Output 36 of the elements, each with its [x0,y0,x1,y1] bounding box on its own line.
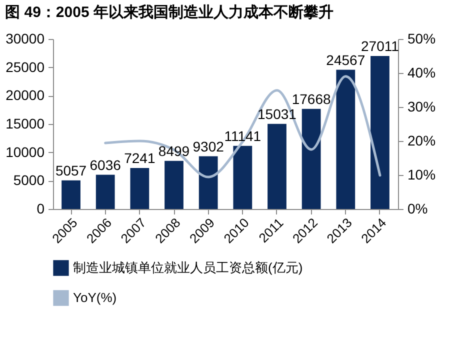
bar [62,180,80,209]
data-label: 8499 [158,142,190,159]
legend-label: YoY(%) [73,290,117,305]
data-label: 6036 [90,156,122,173]
bar [198,156,218,209]
bar [130,168,150,209]
y2-tick-label: 0% [408,200,428,216]
data-label: 5057 [55,162,87,178]
y2-tick-label: 50% [408,30,436,46]
bar [164,160,184,209]
data-label: 11141 [224,128,262,144]
y-tick-label: 15000 [6,116,45,132]
bar [370,56,390,209]
legend-label: 制造业城镇单位就业人员工资总额(亿元) [73,260,303,275]
data-label: 24567 [326,52,366,68]
y2-tick-label: 20% [408,132,436,148]
y-tick-label: 5000 [13,172,45,188]
y2-tick-label: 10% [408,166,436,182]
y2-tick-label: 30% [408,98,436,114]
data-label: 9302 [192,138,224,154]
bar [233,146,252,209]
data-label: 7241 [124,150,156,166]
bar [302,108,321,209]
data-label: 27011 [361,38,400,54]
bar [268,124,286,209]
y2-tick-label: 40% [408,64,436,80]
bar [96,174,115,209]
data-label: 15031 [258,106,297,122]
y-tick-label: 30000 [6,30,45,46]
bar [336,70,356,209]
chart-title: 图 49：2005 年以来我国制造业人力成本不断攀升 [5,4,334,21]
y-tick-label: 20000 [6,87,45,104]
y-tick-label: 10000 [6,144,45,160]
data-label: 17668 [292,90,331,107]
y-tick-label: 0 [36,200,45,216]
y-tick-label: 25000 [6,58,45,75]
